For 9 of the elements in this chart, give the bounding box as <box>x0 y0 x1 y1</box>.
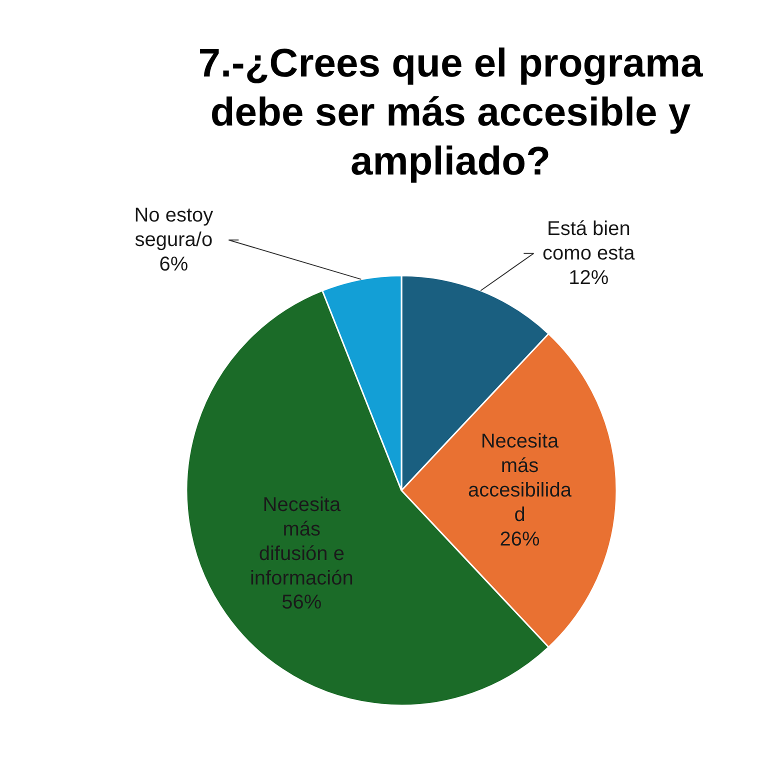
data-label: 12% <box>568 266 609 289</box>
slice-label: Está bien como esta <box>542 218 636 264</box>
data-label: 26% <box>500 528 540 550</box>
chart-title: 7.-¿Crees que el programa debe ser más accesible y ampliado? <box>198 42 704 184</box>
slice-label: Necesita más accesibilidad <box>468 430 572 526</box>
slice-label: Necesita más difusión e información <box>250 494 354 590</box>
data-label: 56% <box>282 592 322 614</box>
data-label: 6% <box>159 253 188 276</box>
slice-label: No estoy segura/o <box>134 204 214 252</box>
